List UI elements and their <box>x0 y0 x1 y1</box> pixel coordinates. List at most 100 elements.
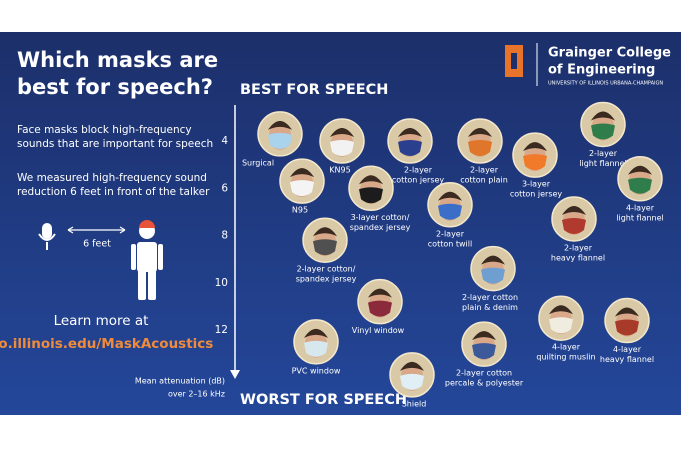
hair <box>549 305 573 315</box>
paragraph: Face masks block high-frequency <box>17 124 192 136</box>
bottom-margin <box>0 415 681 454</box>
title: Which masks are <box>17 48 218 72</box>
mask-photo <box>387 118 433 164</box>
mask <box>313 239 337 256</box>
mask-label: light flannel <box>579 159 627 168</box>
mask <box>330 140 354 156</box>
mask-photo <box>319 118 365 164</box>
mask-label: cotton plain <box>460 176 508 185</box>
mask <box>628 177 652 194</box>
link[interactable]: go.illinois.edu/MaskAcoustics <box>0 336 213 352</box>
hair <box>359 175 383 185</box>
hair <box>481 255 505 265</box>
mask <box>268 132 292 149</box>
tick-label: 4 <box>221 135 228 147</box>
mask <box>615 319 639 336</box>
hair <box>468 128 492 137</box>
mask-label: heavy flannel <box>551 253 605 262</box>
hair <box>313 227 337 237</box>
mask-photo <box>389 352 435 398</box>
tick-label: 8 <box>221 230 228 242</box>
mask <box>398 140 422 156</box>
mask-photo <box>357 278 403 325</box>
paragraph: reduction 6 feet in front of the talker <box>17 186 210 198</box>
mask-label: 3-layer cotton/ <box>351 213 410 222</box>
learn-more: Learn more at <box>54 313 149 329</box>
distance-label: 6 feet <box>83 239 111 250</box>
mask-label: heavy flannel <box>600 355 654 364</box>
mask-label: 2-layer <box>589 149 618 158</box>
mask <box>368 300 392 317</box>
hair <box>615 307 639 317</box>
mask-photo <box>427 182 473 228</box>
hair <box>330 128 354 137</box>
hair <box>523 142 547 152</box>
title: best for speech? <box>17 75 213 99</box>
mask-photo <box>279 158 325 204</box>
mask-label: KN95 <box>329 166 350 175</box>
mask <box>591 123 615 140</box>
mask-label: 3-layer <box>522 180 551 189</box>
microphone-icon <box>38 223 56 250</box>
axis-arrow <box>230 370 240 379</box>
mask-label: N95 <box>292 206 308 215</box>
mask-label: 2-layer <box>564 243 593 252</box>
mask-label: 2-layer <box>436 229 465 238</box>
mask <box>523 154 547 171</box>
mask-label: Vinyl window <box>352 326 405 335</box>
mask-label: 2-layer cotton <box>462 293 518 302</box>
logo-subtext: UNIVERSITY OF ILLINOIS URBANA-CHAMPAIGN <box>548 81 663 87</box>
mask-photo <box>257 111 303 157</box>
mask-photo <box>293 319 339 365</box>
mask-label: quilting muslin <box>536 353 595 362</box>
mask-photo <box>470 245 516 292</box>
tick-label: 6 <box>221 182 228 194</box>
hair <box>591 111 615 121</box>
logo-mark <box>511 50 517 72</box>
hair <box>398 128 422 137</box>
mask-label: 2-layer cotton/ <box>297 265 356 274</box>
mask-label: cotton twill <box>428 239 472 248</box>
mask <box>481 267 505 284</box>
mask-label: 2-layer <box>470 166 499 175</box>
logo-text: of Engineering <box>548 63 655 78</box>
mask <box>400 373 424 390</box>
tick-label: 10 <box>215 277 228 289</box>
paragraph: sounds that are important for speech <box>17 138 213 150</box>
logo-text: Grainger College <box>548 46 671 61</box>
mask-photo <box>538 295 584 341</box>
mask-photo <box>617 156 663 202</box>
mask <box>472 343 496 360</box>
mask-photo <box>348 165 394 211</box>
mask-photo <box>551 196 597 242</box>
hair <box>438 191 462 201</box>
axis-title: Mean attenuation (dB) <box>135 377 225 386</box>
mask-label: percale & polyester <box>445 379 524 388</box>
mask <box>438 203 462 220</box>
tick-label: 12 <box>215 324 228 336</box>
mask <box>290 180 314 197</box>
logo-mark <box>509 49 519 53</box>
mask-label: spandex jersey <box>296 275 357 284</box>
mask-photo <box>457 118 503 164</box>
hair <box>290 168 314 178</box>
mask-photo <box>604 297 650 344</box>
mask-photo <box>580 101 626 148</box>
best-label: BEST FOR SPEECH <box>240 82 388 98</box>
hair <box>472 331 496 341</box>
mask-label: cotton jersey <box>392 176 445 185</box>
hair <box>368 288 392 298</box>
worst-label: WORST FOR SPEECH <box>240 392 407 408</box>
mask-label: spandex jersey <box>350 223 411 232</box>
mask <box>359 187 383 204</box>
axis-title: over 2–16 kHz <box>168 390 225 399</box>
mask-label: plain & denim <box>462 303 518 312</box>
mask <box>468 140 492 156</box>
hair <box>304 328 328 338</box>
hair <box>400 361 424 371</box>
mask-label: cotton jersey <box>510 190 563 199</box>
mask-photo <box>461 321 507 367</box>
logo-mark <box>509 69 519 73</box>
hair <box>628 165 652 175</box>
